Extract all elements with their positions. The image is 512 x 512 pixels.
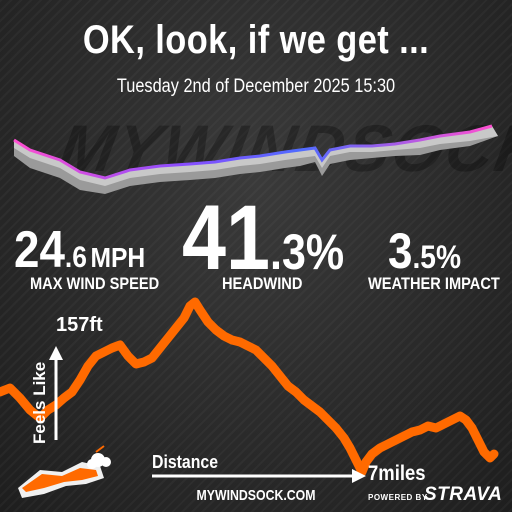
weather-impact-value: 3.5% <box>388 222 461 280</box>
headwind-decimal: .3% <box>270 224 345 280</box>
headwind-label: HEADWIND <box>222 274 303 293</box>
strava-logo: STRAVA <box>424 484 503 505</box>
distance-value: 7miles <box>368 462 426 485</box>
max-wind-speed-unit: MPH <box>90 242 146 273</box>
max-wind-speed-label: MAX WIND SPEED <box>30 274 160 293</box>
max-wind-speed-value: 24.6 MPH <box>14 220 145 280</box>
distance-label: Distance <box>152 452 219 472</box>
powered-by-label: POWERED BY <box>368 493 428 502</box>
max-wind-speed-whole: 24 <box>14 221 65 279</box>
elevation-line <box>0 297 499 477</box>
ride-datetime: Tuesday 2nd of December 2025 15:30 <box>116 76 396 97</box>
headwind-whole: 41 <box>182 187 271 289</box>
weather-impact-whole: 3 <box>388 223 413 279</box>
site-link[interactable]: MYWINDSOCK.COM <box>196 487 316 504</box>
feels-like-label: Feels Like <box>30 361 49 444</box>
right-arrow-icon <box>352 469 366 483</box>
max-wind-speed-decimal: .6 <box>64 241 87 274</box>
weather-impact-decimal: .5% <box>412 239 461 275</box>
mywindsock-logo-icon <box>18 445 111 498</box>
max-elevation-label: 157ft <box>56 314 103 336</box>
weather-impact-label: WEATHER IMPACT <box>368 274 500 293</box>
headwind-value: 41.3% <box>182 186 344 291</box>
page-title: OK, look, if we get ... <box>82 18 430 62</box>
up-arrow-icon <box>49 346 63 360</box>
